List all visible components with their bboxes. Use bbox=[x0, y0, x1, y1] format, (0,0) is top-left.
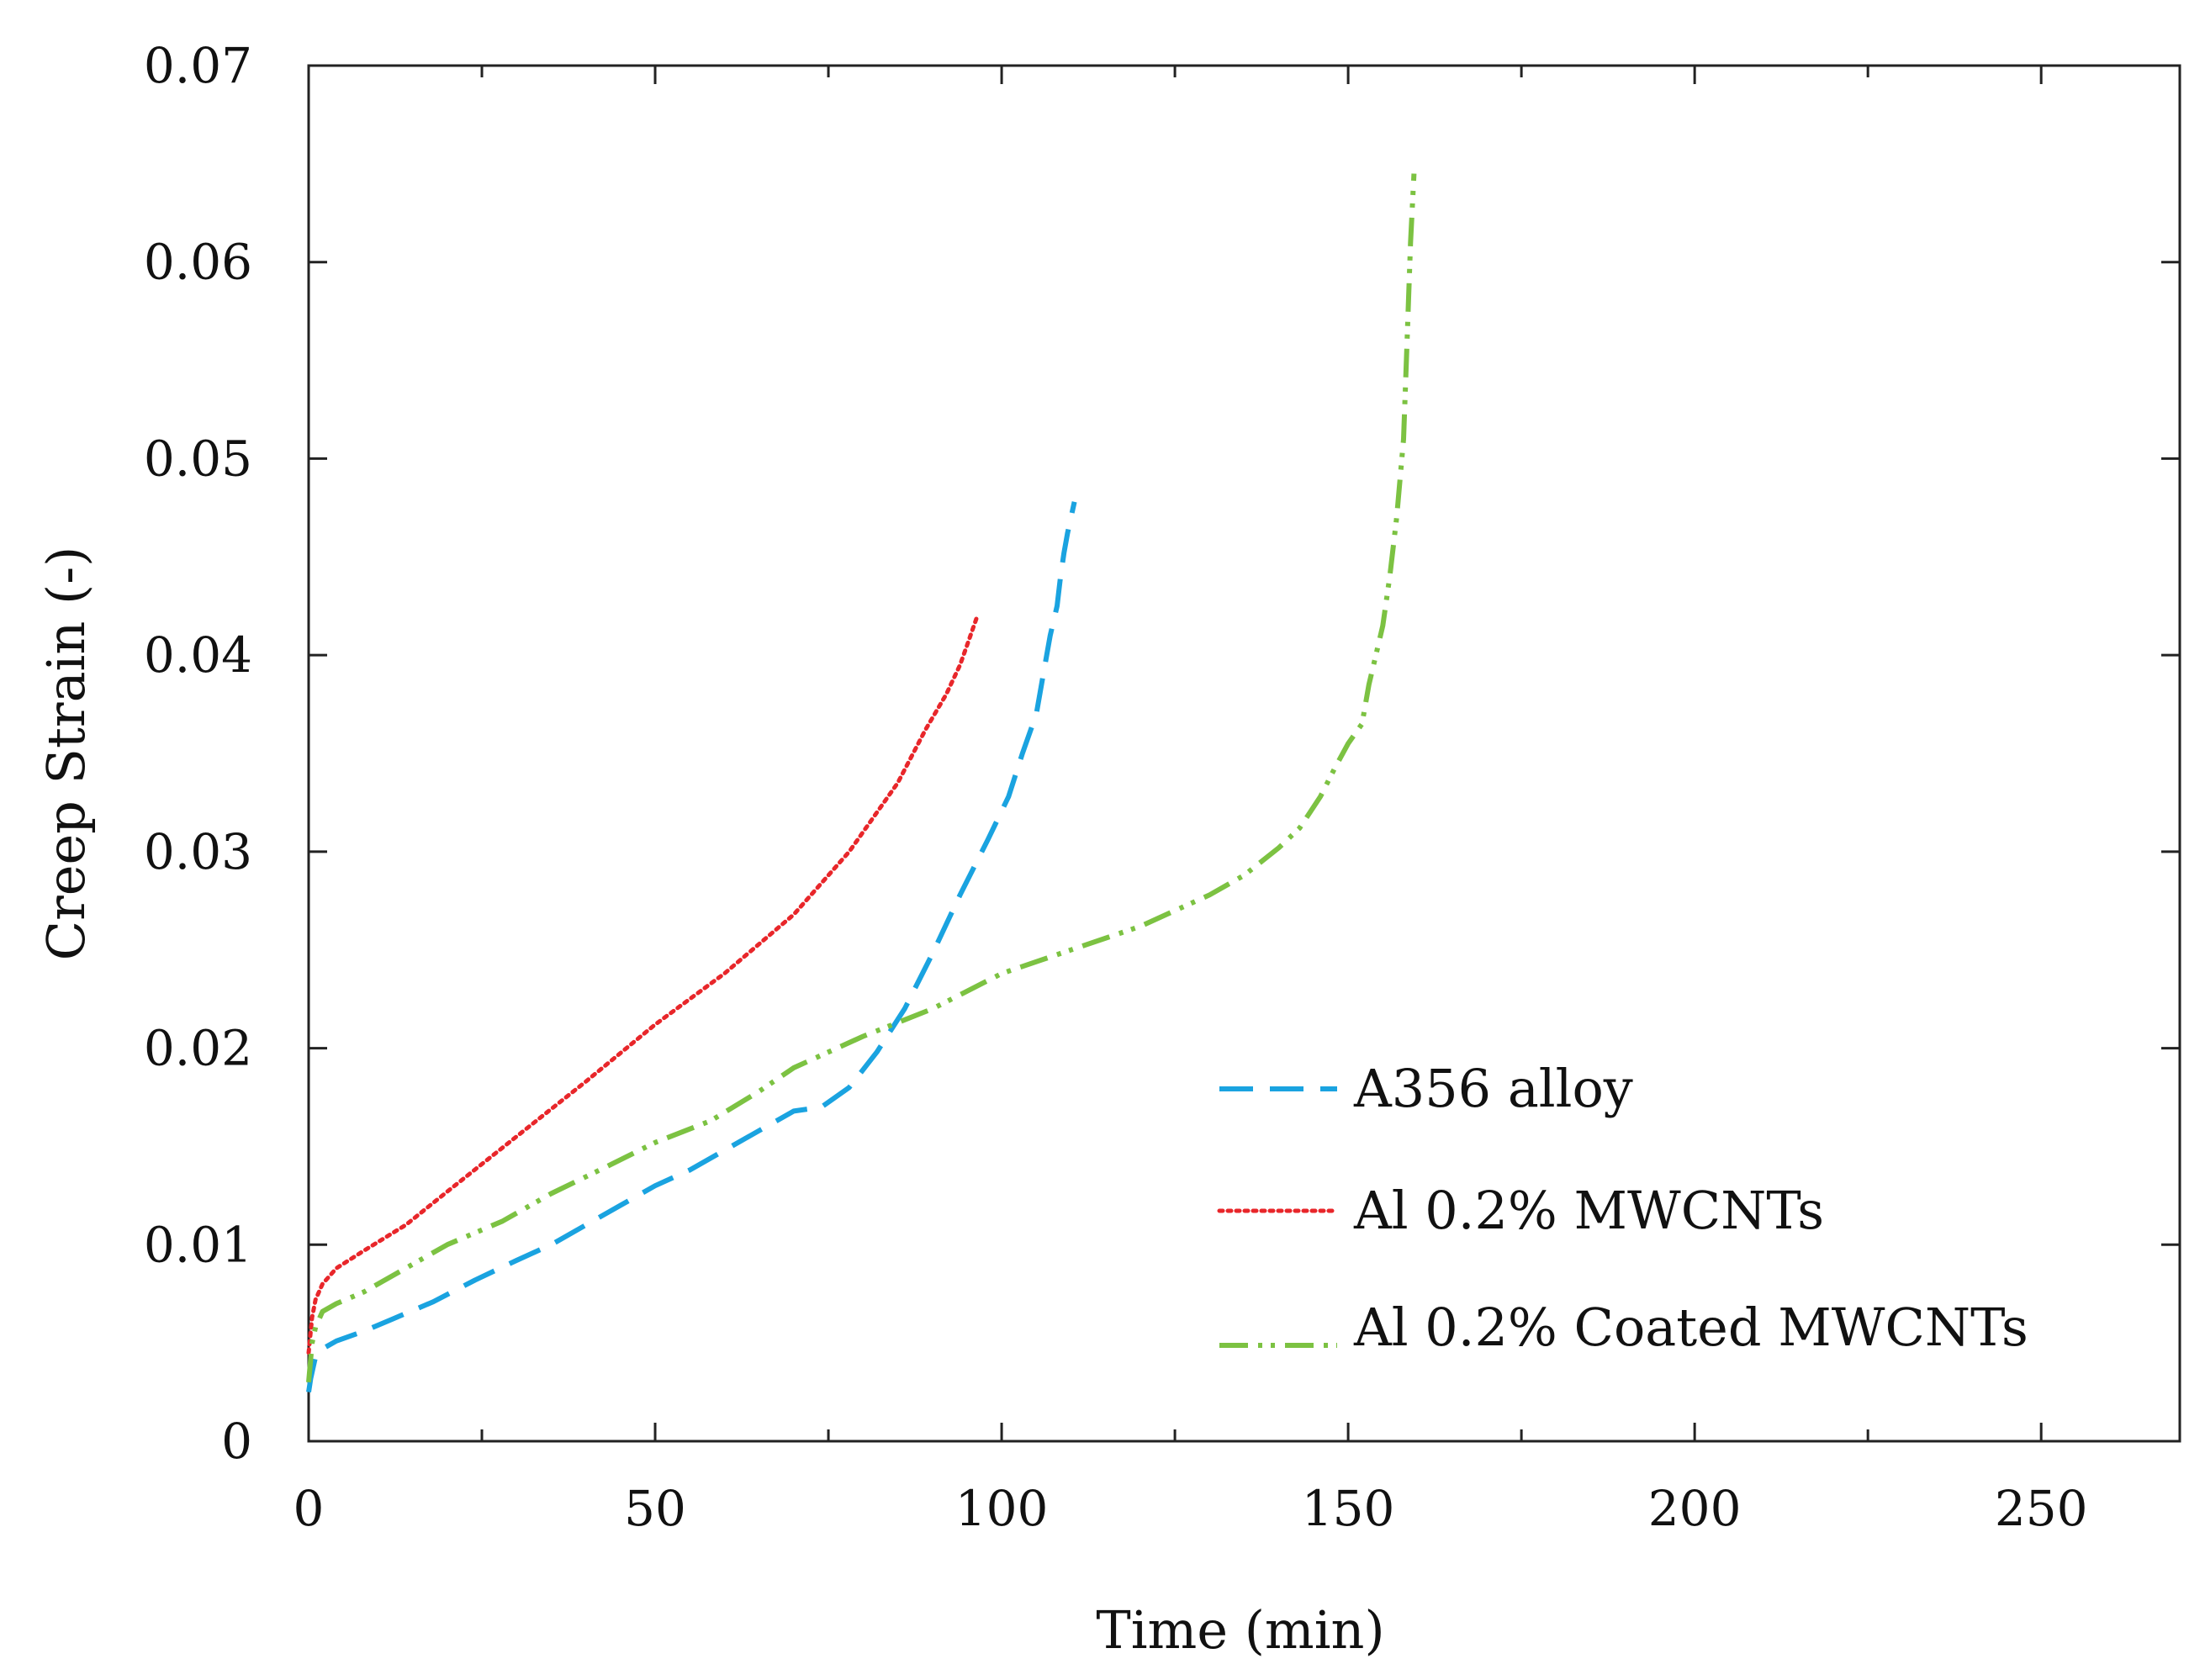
series-layer bbox=[306, 173, 1417, 1393]
y-axis-ticks bbox=[309, 64, 2180, 1443]
plot-area bbox=[307, 64, 2181, 1443]
x-tick-label: 0 bbox=[293, 1480, 325, 1537]
series-line-a356-alloy bbox=[306, 501, 1077, 1393]
x-axis-ticks bbox=[307, 66, 2043, 1441]
y-tick-label: 0.02 bbox=[144, 1020, 252, 1077]
x-axis-title: Time (min) bbox=[1096, 1599, 1384, 1661]
y-tick-label: 0 bbox=[221, 1413, 252, 1470]
x-tick-label: 250 bbox=[1995, 1480, 2088, 1537]
y-axis-tick-labels: 0 0.01 0.02 0.03 0.04 0.05 0.06 0.07 bbox=[144, 37, 252, 1470]
x-tick-label: 50 bbox=[624, 1480, 686, 1537]
legend-label-al-mwcnts: Al 0.2% MWCNTs bbox=[1353, 1180, 1824, 1241]
y-tick-label: 0.01 bbox=[144, 1216, 252, 1273]
x-tick-label: 150 bbox=[1302, 1480, 1395, 1537]
series-line-al-0-2-coated-mwcnts bbox=[306, 173, 1417, 1383]
x-tick-label: 100 bbox=[955, 1480, 1049, 1537]
y-tick-label: 0.06 bbox=[144, 234, 252, 291]
legend: A356 alloy Al 0.2% MWCNTs Al 0.2% Coated… bbox=[1217, 1058, 2028, 1358]
x-axis-tick-labels: 0 50 100 150 200 250 bbox=[293, 1480, 2088, 1537]
series-line-al-0-2-mwcnts bbox=[306, 613, 980, 1355]
y-tick-label: 0.07 bbox=[144, 37, 252, 94]
legend-label-al-coated-mwcnts: Al 0.2% Coated MWCNTs bbox=[1353, 1297, 2028, 1358]
legend-label-a356-alloy: A356 alloy bbox=[1353, 1058, 1633, 1119]
y-tick-label: 0.05 bbox=[144, 430, 252, 487]
x-tick-label: 200 bbox=[1648, 1480, 1742, 1537]
y-tick-label: 0.03 bbox=[144, 823, 252, 880]
y-tick-label: 0.04 bbox=[144, 626, 252, 684]
y-axis-title: Creep Strain (-) bbox=[35, 547, 97, 961]
